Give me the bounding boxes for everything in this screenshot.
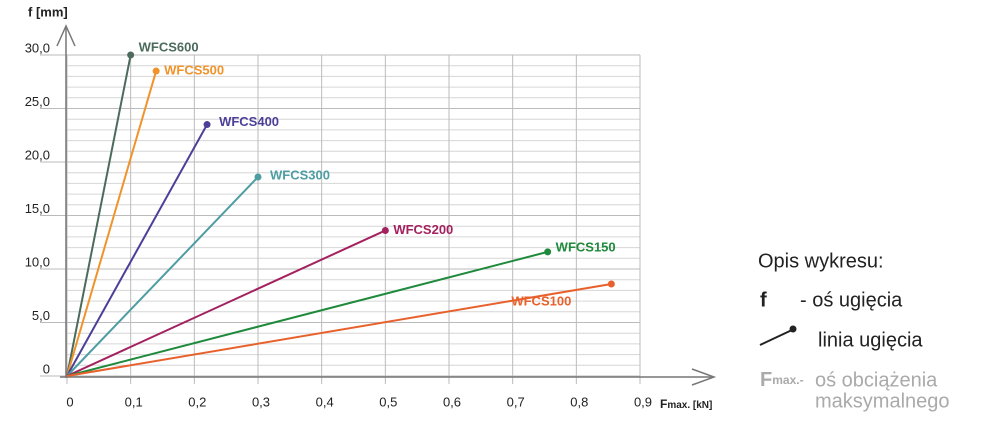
y-tick-label: 15,0 [25, 201, 50, 216]
x-tick-label: 0,4 [316, 394, 334, 409]
y-tick-label: 30,0 [25, 40, 50, 55]
grid [40, 54, 641, 384]
y-tick-label: 25,0 [25, 94, 50, 109]
series-line [66, 124, 208, 377]
x-tick-label: 0,3 [252, 394, 270, 409]
x-tick-label: 0,7 [507, 394, 525, 409]
end-point [203, 121, 211, 129]
end-point [127, 51, 135, 59]
series-line [66, 229, 386, 377]
end-point [544, 248, 552, 256]
line-text: linia ugięcia [818, 329, 923, 351]
x-tick-label: 0,6 [443, 394, 461, 409]
series-line [66, 70, 158, 377]
x-tick-label: 0,1 [125, 394, 143, 409]
x-tick-label: 0,9 [634, 394, 652, 409]
x-tick-label: 0,2 [188, 394, 206, 409]
series-label: WFCS600 [139, 39, 199, 54]
y-tick-label: 0 [43, 361, 50, 376]
y-tick-label: 5,0 [32, 308, 50, 323]
y-tick-label: 20,0 [25, 147, 50, 162]
x-arrow [691, 368, 717, 386]
series-line [66, 54, 132, 377]
F-label: Fmax.- [760, 369, 804, 391]
legend-line-icon [759, 329, 793, 346]
series-label: WFCS400 [219, 114, 279, 129]
end-point [381, 226, 389, 234]
y-arrow [56, 24, 76, 47]
series-label: WFCS100 [511, 293, 571, 308]
x-tick-label: 0 [66, 394, 73, 409]
x-tick-label: 0,8 [570, 394, 588, 409]
series-line [66, 176, 259, 377]
f-text: - oś ugięcia [800, 289, 903, 311]
f-symbol: f [760, 289, 767, 311]
legend-dot-icon [789, 325, 797, 333]
series-line [66, 250, 548, 377]
series-label: WFCS200 [393, 222, 453, 237]
y-tick-label: 10,0 [25, 254, 50, 269]
description-title: Opis wykresu: [758, 250, 884, 272]
x-axis-label: Fmax. [kN] [660, 397, 712, 411]
series-label: WFCS300 [270, 167, 330, 182]
end-point [254, 173, 262, 181]
x-tick-label: 0,5 [379, 394, 397, 409]
series-line [66, 282, 612, 377]
end-point [152, 67, 160, 75]
series-label: WFCS150 [556, 239, 616, 254]
series-label: WFCS500 [164, 62, 224, 77]
y-axis-label: f [mm] [28, 4, 68, 19]
end-point [607, 280, 615, 288]
F-text-2: maksymalnego [815, 390, 950, 412]
F-text-1: oś obciążenia [815, 369, 938, 391]
